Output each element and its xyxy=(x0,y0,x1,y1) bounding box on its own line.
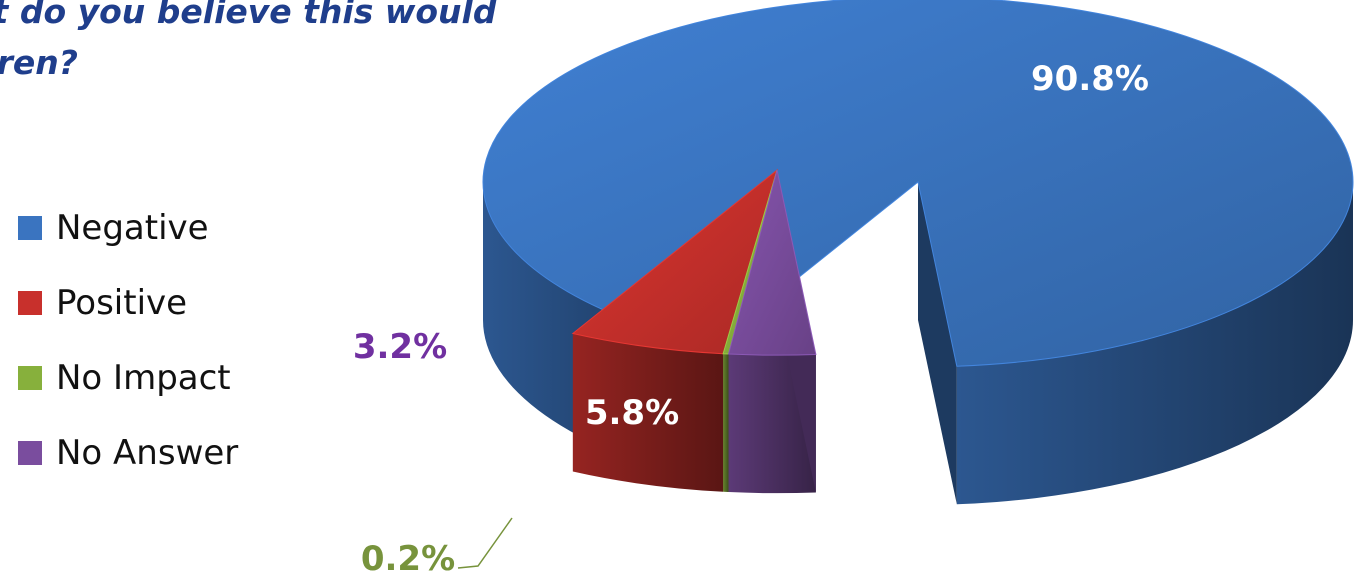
leader-line-no-impact xyxy=(457,517,513,569)
slice-side-no-impact xyxy=(723,353,729,493)
slice-side-negative xyxy=(956,182,1353,505)
slice-top-no-answer xyxy=(727,170,817,356)
data-label-negative: 90.8% xyxy=(1031,59,1149,99)
legend: Negative Positive No Impact No Answer xyxy=(18,190,238,490)
legend-item-no-impact: No Impact xyxy=(18,340,238,415)
data-label-no-impact: 0.2% xyxy=(361,539,455,575)
legend-swatch-no-impact xyxy=(18,365,42,390)
legend-label-positive: Positive xyxy=(56,282,188,323)
legend-item-no-answer: No Answer xyxy=(18,415,238,490)
legend-label-negative: Negative xyxy=(56,207,209,248)
data-label-positive: 5.8% xyxy=(585,393,679,433)
legend-label-no-impact: No Impact xyxy=(56,357,231,398)
data-label-no-answer: 3.2% xyxy=(353,327,447,367)
slice-no-answer xyxy=(727,170,817,494)
legend-item-negative: Negative xyxy=(18,190,238,265)
legend-swatch-negative xyxy=(18,215,42,240)
legend-label-no-answer: No Answer xyxy=(56,432,239,473)
legend-swatch-no-answer xyxy=(18,440,42,465)
chart-title: …ct do you believe this would …dren? xyxy=(0,0,497,82)
slice-top-positive xyxy=(571,168,778,355)
legend-item-positive: Positive xyxy=(18,265,238,340)
legend-swatch-positive xyxy=(18,290,42,315)
slice-edge-negative xyxy=(918,182,957,505)
slice-side-positive xyxy=(572,333,724,492)
